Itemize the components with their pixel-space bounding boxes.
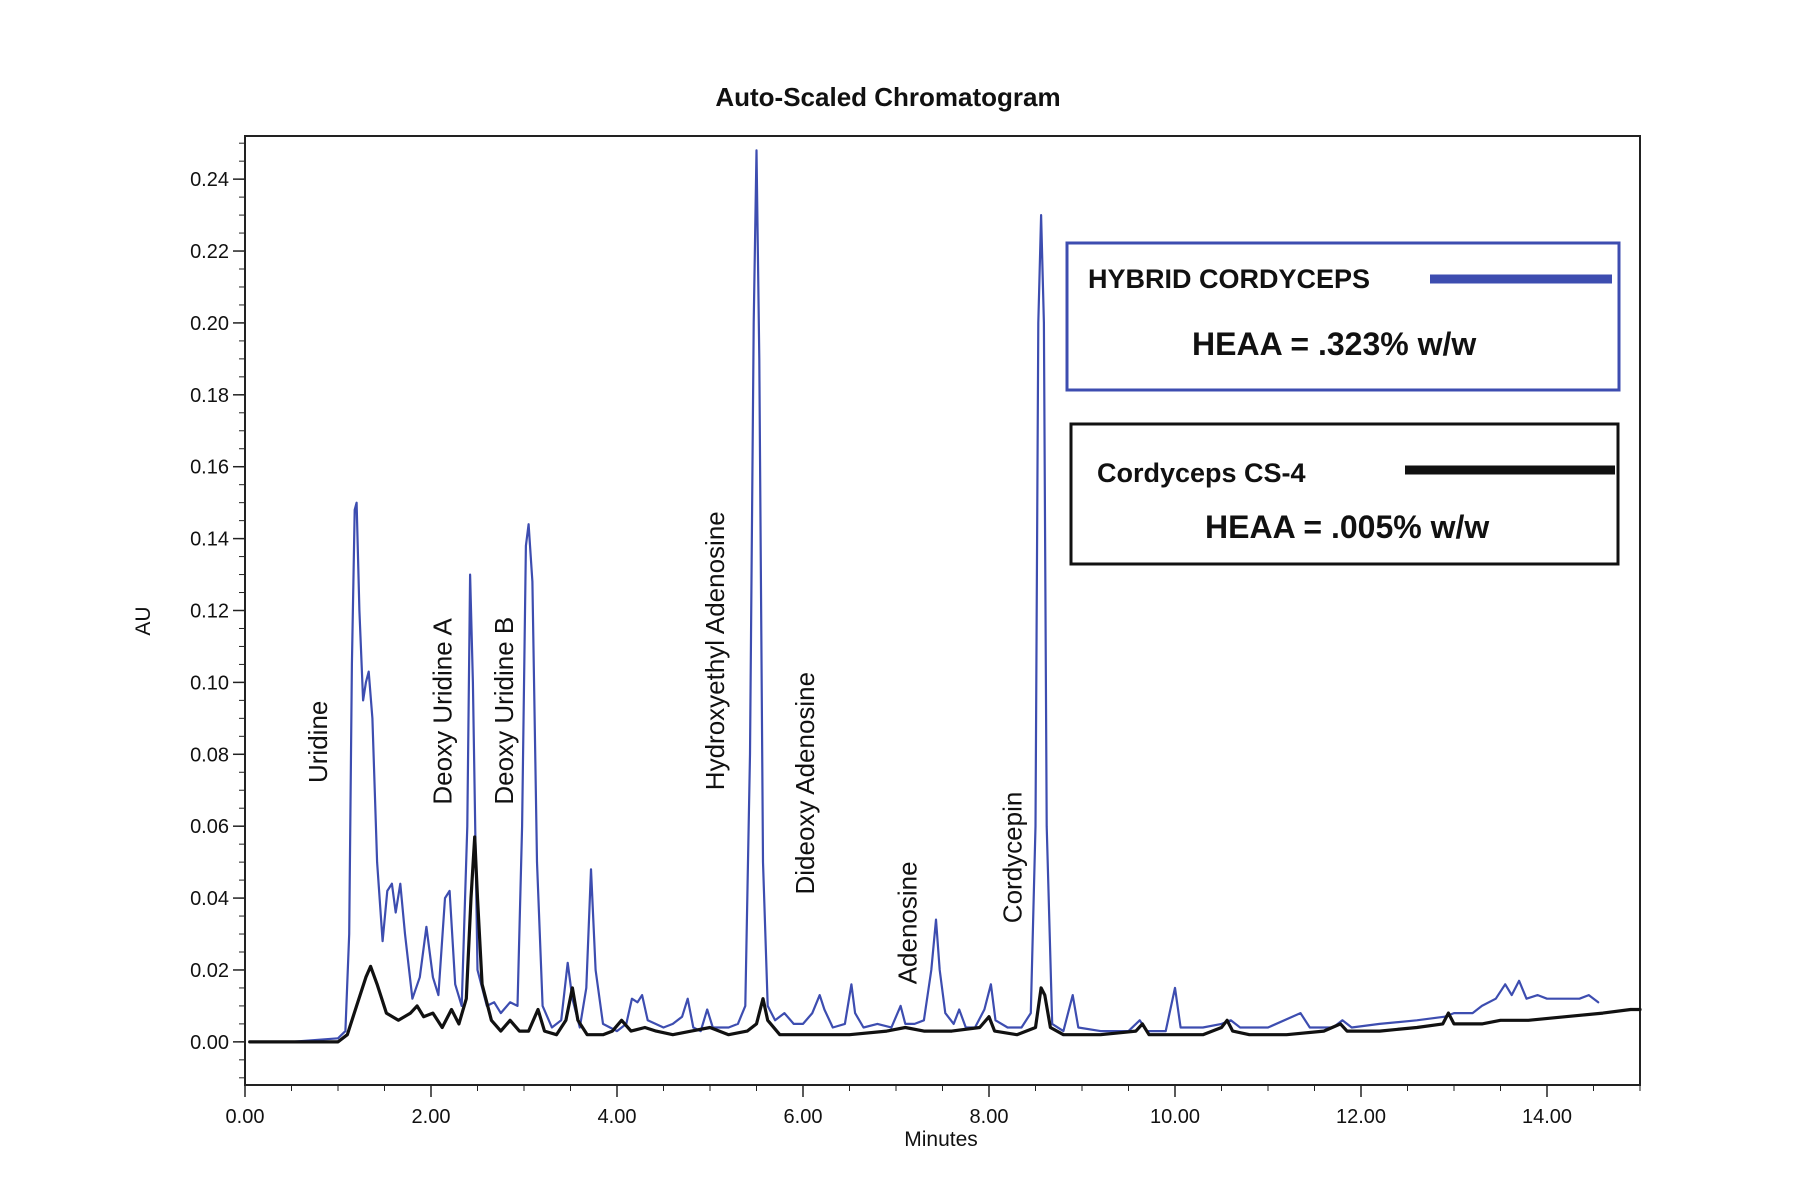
x-tick-label: 8.00 — [970, 1106, 1009, 1128]
y-tick-label: 0.14 — [190, 529, 229, 551]
y-tick-label: 0.12 — [190, 601, 229, 623]
series-line-hybrid-cordyceps — [248, 149, 1600, 1043]
legend-frame-hybrid — [1065, 241, 1621, 392]
y-tick-label: 0.04 — [190, 888, 229, 910]
peak-label: Dideoxy Adenosine — [790, 672, 820, 895]
x-tick-label: 12.00 — [1336, 1106, 1386, 1128]
series-line-cordyceps-cs4 — [248, 835, 1642, 1044]
y-tick-label: 0.16 — [190, 457, 229, 479]
plot-area: 0.00 0.02 0.04 0.06 0.08 0.10 0.12 0.14 0.16 0.18… — [190, 135, 1642, 1128]
y-tick-label: 0.06 — [190, 816, 229, 838]
peak-label: Deoxy Uridine A — [428, 618, 458, 805]
y-tick-label: 0.00 — [190, 1032, 229, 1054]
legend-note-hybrid: HEAA = .323% w/w — [1192, 326, 1476, 362]
x-axis-label: Minutes — [904, 1128, 978, 1151]
y-tick-label: 0.20 — [190, 313, 229, 335]
peak-label: Hydroxyethyl Adenosine — [700, 511, 730, 790]
legend-note-cs4: HEAA = .005% w/w — [1205, 509, 1489, 545]
peak-label: Deoxy Uridine B — [489, 617, 519, 805]
x-tick-label: 14.00 — [1522, 1106, 1572, 1128]
legend-name-cs4: Cordyceps CS-4 — [1097, 458, 1306, 488]
legend-box-hybrid: HYBRID CORDYCEPS HEAA = .323% w/w — [1065, 241, 1621, 392]
x-tick-label: 10.00 — [1150, 1106, 1200, 1128]
legend-name-hybrid: HYBRID CORDYCEPS — [1088, 264, 1370, 294]
peak-label: Adenosine — [893, 861, 923, 984]
y-tick-label: 0.18 — [190, 385, 229, 407]
y-tick-label: 0.10 — [190, 672, 229, 694]
x-tick-label: 2.00 — [412, 1106, 451, 1128]
x-tick-label: 6.00 — [784, 1106, 823, 1128]
y-tick-label: 0.08 — [190, 744, 229, 766]
peak-label: Cordycepin — [998, 792, 1028, 924]
y-tick-label: 0.22 — [190, 241, 229, 263]
x-tick-label: 4.00 — [598, 1106, 637, 1128]
y-axis-label: AU — [132, 606, 155, 635]
legend-box-cs4: Cordyceps CS-4 HEAA = .005% w/w — [1069, 422, 1620, 566]
y-tick-label: 0.02 — [190, 960, 229, 982]
chart-title: Auto-Scaled Chromatogram — [715, 82, 1060, 112]
x-tick-label: 0.00 — [226, 1106, 265, 1128]
peak-label: Uridine — [303, 701, 333, 783]
legend-frame-cs4 — [1069, 422, 1620, 566]
y-tick-label: 0.24 — [190, 169, 229, 191]
